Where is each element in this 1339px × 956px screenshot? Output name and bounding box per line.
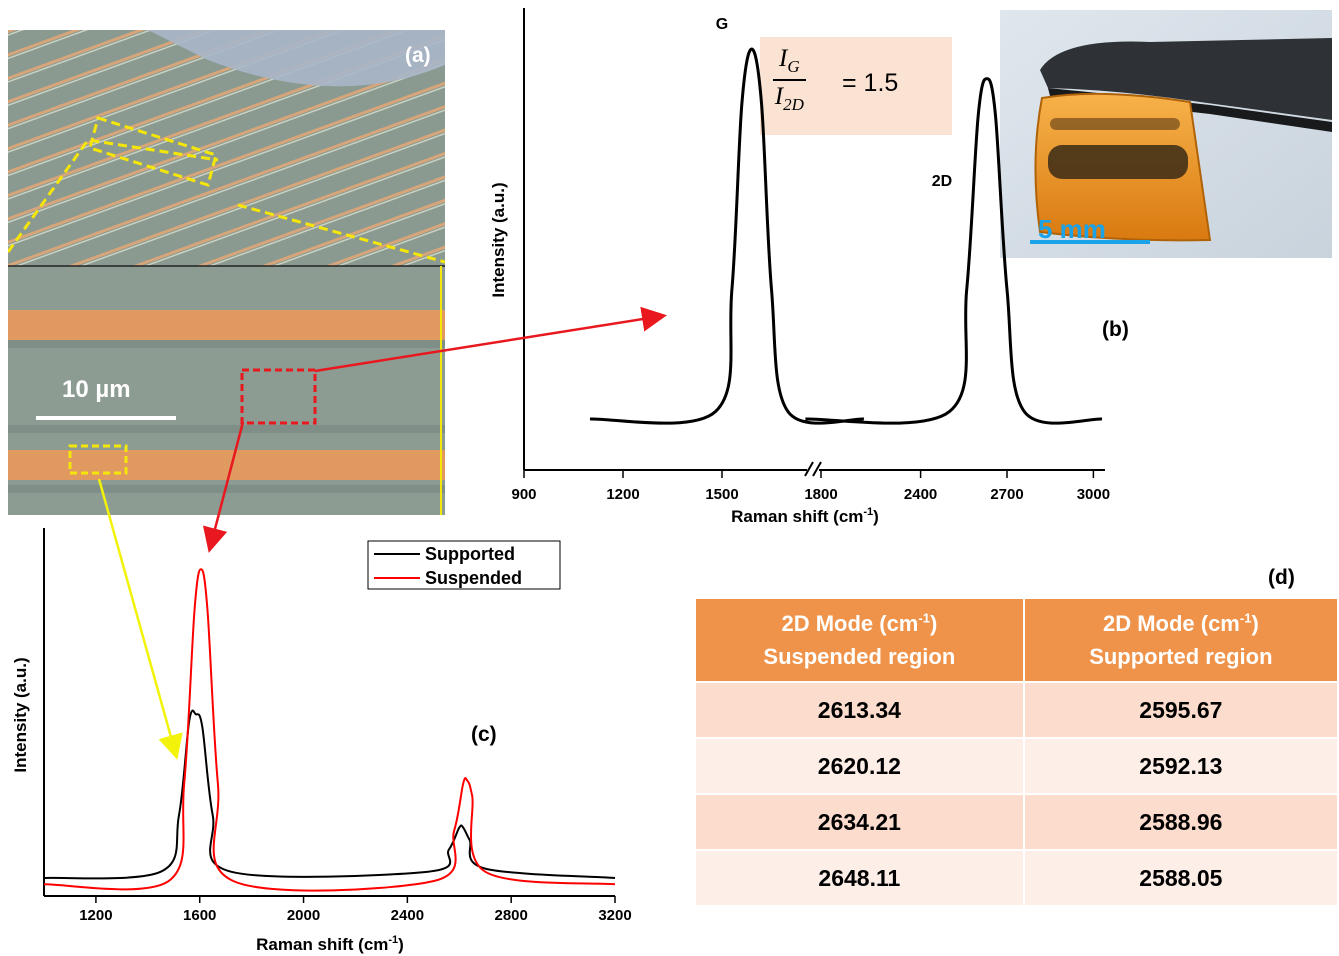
flexible-sample-photo: 5 mm	[1000, 10, 1332, 258]
chart-b-x-tick-label: 1500	[705, 486, 738, 503]
chart-c-x-tick-label: 2000	[287, 907, 320, 924]
ratio-fraction: IG I2D	[773, 45, 806, 115]
ratio-value: = 1.5	[842, 69, 899, 97]
chart-b-series-2d	[805, 77, 1103, 425]
table-row: 2648.11 2588.05	[696, 849, 1337, 905]
ratio-numerator-sub: G	[787, 57, 800, 76]
table-cell: 2620.12	[696, 737, 1025, 794]
flexible-sample-image	[1000, 10, 1332, 258]
micrograph-image	[8, 30, 445, 515]
chart-b-x-tick-label: 2700	[990, 486, 1023, 503]
micrograph-scale-bar	[36, 416, 176, 420]
chart-c-x-tick-label: 3200	[598, 907, 631, 924]
chart-b-x-tick-label: 900	[511, 486, 536, 503]
table-header-supported: 2D Mode (cm-1) Supported region	[1023, 599, 1337, 682]
table-row: 2613.34 2595.67	[696, 681, 1337, 738]
supported-region-box	[68, 444, 128, 475]
intensity-ratio-box: IG I2D = 1.5	[760, 37, 952, 135]
micrograph-panel: 10 µm (a)	[8, 30, 445, 515]
suspended-region-box	[240, 368, 317, 425]
chart-c-x-label: Raman shift (cm-1)	[256, 934, 404, 954]
chart-c-x-tick-label: 1200	[79, 907, 112, 924]
photo-scale-bar	[1030, 240, 1150, 244]
chart-b: 900 1200 1500 1800 2400 2700 3000 G 2D Raman s…	[489, 8, 1110, 526]
table-cell: 2613.34	[696, 681, 1025, 738]
peak-label-g: G	[716, 16, 728, 33]
ratio-numerator: I	[779, 45, 788, 72]
chart-c-legend: Supported Suspended	[367, 540, 561, 590]
axis-break-marker	[804, 458, 822, 482]
chart-c-y-label: Intensity (a.u.)	[11, 657, 30, 772]
chart-c: 1200 1600 2000 2400 2800 3200 Supported Suspe…	[11, 528, 632, 954]
chart-b-y-label: Intensity (a.u.)	[489, 182, 508, 297]
panel-b-label: (b)	[1102, 318, 1129, 341]
table-header-row: 2D Mode (cm-1) Suspended region 2D Mode (…	[696, 599, 1337, 682]
arrow-to-suspended-peak	[202, 421, 245, 553]
table-row: 2634.21 2588.96	[696, 793, 1337, 850]
panel-c-label: (c)	[471, 723, 497, 746]
chart-b-x-tick-label: 2400	[904, 486, 937, 503]
panel-d-label: (d)	[1268, 566, 1295, 589]
micrograph-scale-label: 10 µm	[62, 376, 131, 403]
legend-label-supported: Supported	[425, 544, 515, 564]
ratio-denominator-sub: 2D	[783, 95, 804, 114]
chart-b-x-tick-label: 3000	[1077, 486, 1110, 503]
photo-scale-label: 5 mm	[1038, 214, 1106, 244]
table-row: 2620.12 2592.13	[696, 737, 1337, 794]
arrow-to-chart-b	[314, 306, 667, 373]
ratio-denominator: I	[774, 83, 784, 110]
peak-label-2d: 2D	[932, 173, 952, 190]
chart-b-x-tick-label: 1200	[606, 486, 639, 503]
panel-a-label: (a)	[405, 44, 431, 67]
table-cell: 2588.05	[1023, 849, 1337, 905]
chart-c-x-tick-label: 2400	[391, 907, 424, 924]
chart-c-x-tick-label: 2800	[494, 907, 527, 924]
chart-b-x-tick-label: 1800	[804, 486, 837, 503]
chart-c-series-supported	[43, 709, 616, 880]
chart-c-series-suspended	[43, 568, 616, 892]
chart-b-series-g	[589, 47, 865, 425]
table-cell: 2634.21	[696, 793, 1025, 850]
table-cell: 2588.96	[1023, 793, 1337, 850]
table-cell: 2595.67	[1023, 681, 1337, 738]
table-cell: 2648.11	[696, 849, 1025, 905]
chart-c-x-tick-label: 1600	[183, 907, 216, 924]
chart-b-x-label: Raman shift (cm-1)	[731, 506, 879, 526]
raman-2d-mode-table: 2D Mode (cm-1) Suspended region 2D Mode (…	[696, 599, 1337, 905]
table-header-suspended: 2D Mode (cm-1) Suspended region	[696, 599, 1025, 682]
table-cell: 2592.13	[1023, 737, 1337, 794]
legend-label-suspended: Suspended	[425, 568, 522, 588]
arrow-to-supported-peak	[97, 478, 183, 760]
